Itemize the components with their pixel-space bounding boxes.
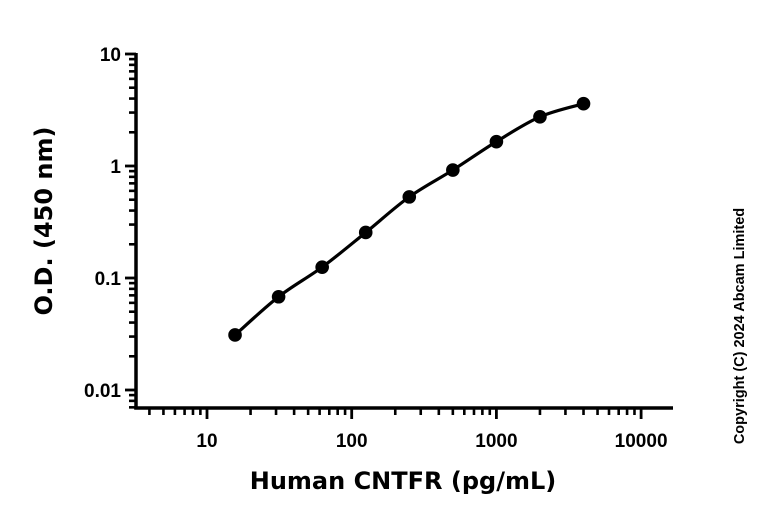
x-axis-tick-labels: 10 100 1000 10000 xyxy=(196,431,667,452)
data-point xyxy=(402,190,417,204)
copyright-notice: Copyright (C) 2024 Abcam Limited xyxy=(732,208,748,444)
data-point xyxy=(576,96,591,111)
data-point xyxy=(358,225,373,240)
x-tick-label: 10000 xyxy=(615,431,668,452)
data-point xyxy=(271,289,286,304)
x-axis-title: Human CNTFR (pg/mL) xyxy=(250,467,556,495)
y-tick-label: 0.01 xyxy=(84,381,121,402)
data-point xyxy=(315,260,329,274)
y-tick-label: 0.1 xyxy=(95,269,122,290)
y-tick-label: 1 xyxy=(110,157,121,178)
data-point xyxy=(489,134,504,149)
y-axis-tick-labels: 0.01 0.1 1 10 xyxy=(84,45,121,402)
x-tick-label: 10 xyxy=(196,431,217,452)
data-point xyxy=(533,109,547,124)
x-axis-major-ticks xyxy=(205,408,643,419)
x-tick-label: 100 xyxy=(336,431,368,452)
y-axis-major-ticks xyxy=(125,52,136,392)
y-axis-title: O.D. (450 nm) xyxy=(30,127,58,316)
fitted-curve-line xyxy=(233,102,586,337)
data-point xyxy=(446,163,460,177)
data-point xyxy=(228,328,242,342)
data-points xyxy=(228,96,591,342)
y-tick-label: 10 xyxy=(100,45,121,66)
x-tick-label: 1000 xyxy=(475,431,517,452)
